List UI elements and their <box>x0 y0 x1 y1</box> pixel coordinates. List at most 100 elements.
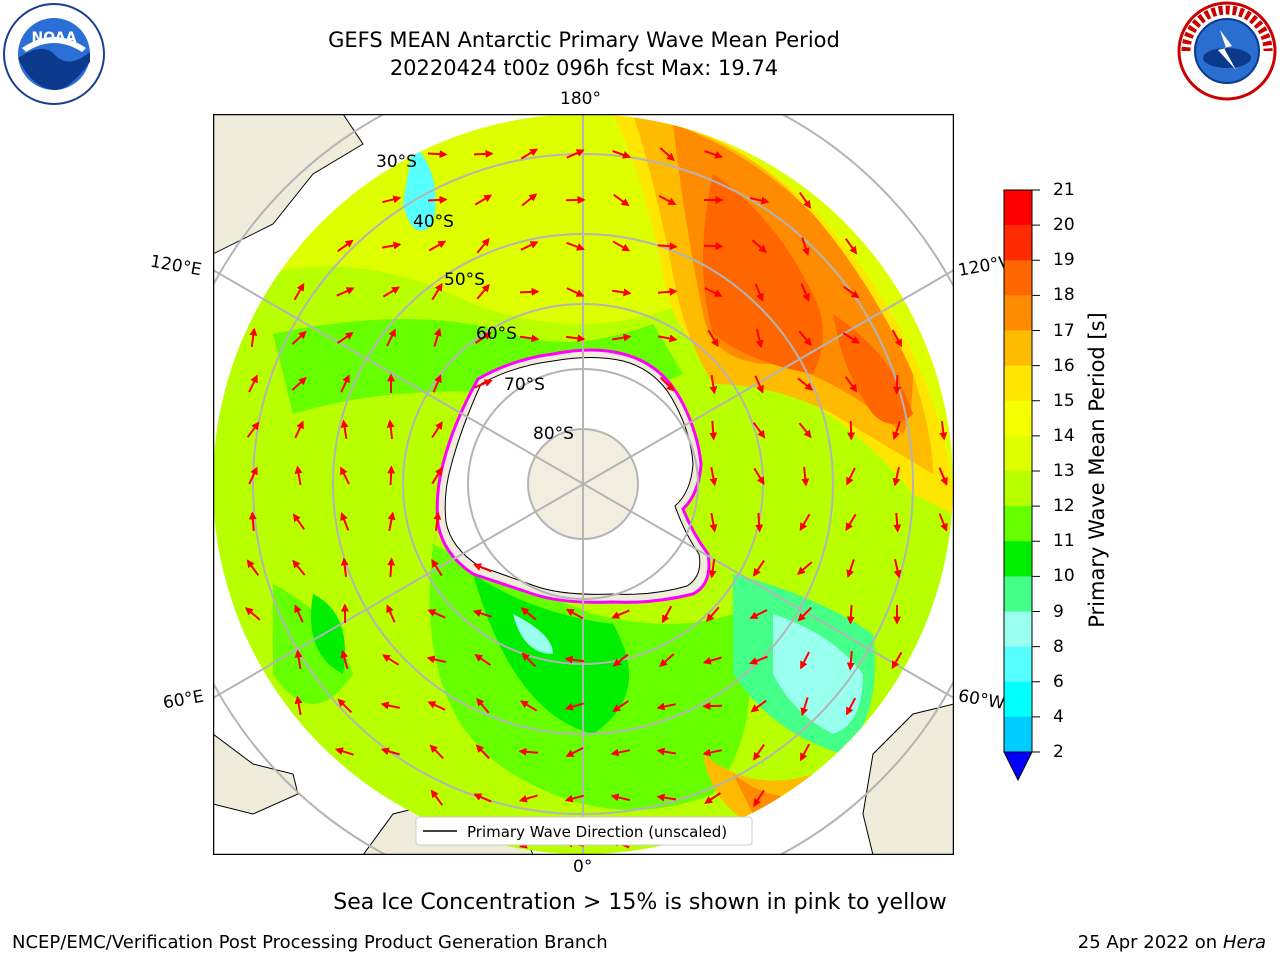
wave-direction-arrow <box>336 287 355 297</box>
wave-direction-arrow <box>800 697 809 717</box>
wave-direction-arrow <box>431 559 443 577</box>
wave-direction-arrow <box>474 332 492 344</box>
wave-direction-arrow <box>613 193 630 207</box>
wave-direction-arrow <box>754 375 764 394</box>
wave-direction-arrow <box>657 242 678 251</box>
wave-direction-arrow <box>386 328 396 347</box>
wave-direction-arrow <box>427 609 446 619</box>
wave-direction-arrow <box>244 607 261 621</box>
wave-direction-arrow <box>387 557 396 578</box>
wave-direction-arrow <box>755 512 764 533</box>
wave-direction-arrow <box>386 604 396 623</box>
wave-direction-arrow <box>844 238 858 255</box>
wave-direction-arrow <box>796 561 813 575</box>
wave-direction-arrow <box>755 329 764 349</box>
wave-direction-arrow <box>387 511 396 532</box>
wave-direction-arrow <box>800 651 810 670</box>
wave-direction-arrow <box>473 793 492 803</box>
wave-direction-arrow <box>246 421 260 438</box>
colorbar-band <box>1004 471 1032 507</box>
colorbar-band <box>1004 716 1032 753</box>
wave-direction-arrow <box>476 237 490 254</box>
wave-direction-arrow <box>476 697 490 714</box>
colorbar-band <box>1004 611 1032 648</box>
wave-direction-arrow <box>334 747 354 756</box>
footer-date: 25 Apr 2022 on Hera <box>1078 932 1266 953</box>
wave-direction-arrow <box>939 420 948 441</box>
wave-direction-arrow <box>846 650 855 671</box>
wave-direction-arrow <box>294 465 303 486</box>
colorbar-band <box>1004 260 1032 296</box>
wave-direction-arrow <box>938 467 948 486</box>
wave-direction-arrow <box>845 513 857 532</box>
noaa-logo: NOAA <box>2 2 106 110</box>
wave-direction-arrow <box>657 287 678 296</box>
wave-direction-arrow <box>846 467 856 486</box>
colorbar-tick-label: 11 <box>1053 531 1075 552</box>
wave-direction-arrow <box>709 512 718 533</box>
colorbar-tick-label: 10 <box>1053 566 1075 587</box>
wave-direction-arrow <box>340 649 349 669</box>
colorbar-tick-label: 20 <box>1053 215 1075 236</box>
wave-direction-arrow <box>521 652 537 668</box>
wave-direction-arrow <box>472 609 492 618</box>
wave-direction-arrow <box>704 150 724 159</box>
direction-legend: Primary Wave Direction (unscaled) <box>415 816 753 846</box>
wave-direction-arrow <box>753 789 765 807</box>
wave-direction-arrow <box>433 327 442 347</box>
wave-direction-arrow <box>337 331 354 344</box>
colorbar-band <box>1004 365 1032 402</box>
wave-direction-arrow <box>709 420 718 441</box>
colorbar-tick-label: 21 <box>1053 180 1075 200</box>
wave-direction-arrow <box>610 748 631 757</box>
colorbar-tick-label: 18 <box>1053 285 1075 306</box>
lon-label-0: 0° <box>573 857 593 877</box>
lon-label-60w: 60°W <box>956 686 1007 714</box>
wave-direction-arrow <box>801 466 810 487</box>
wave-direction-arrow <box>612 240 631 252</box>
colorbar-tick-label: 16 <box>1053 355 1075 376</box>
colorbar-tick-label: 4 <box>1053 706 1064 727</box>
wave-direction-arrow <box>520 148 539 160</box>
wave-direction-arrow <box>521 193 538 207</box>
wave-direction-arrow <box>565 608 584 620</box>
wave-direction-arrow <box>893 512 902 533</box>
colorbar-tick-label: 19 <box>1053 250 1075 271</box>
wave-direction-arrow <box>846 604 855 625</box>
wave-direction-arrow <box>248 511 257 532</box>
wave-direction-arrow <box>474 653 491 666</box>
colorbar-band <box>1004 295 1032 331</box>
wave-direction-arrow <box>566 287 585 297</box>
lon-label-180: 180° <box>560 89 601 109</box>
wave-direction-arrow <box>659 147 675 162</box>
wave-direction-arrow <box>520 607 537 621</box>
chart-subtitle: 20220424 t00z 096h fcst Max: 19.74 <box>389 56 779 80</box>
chart-title: GEFS MEAN Antarctic Primary Wave Mean Pe… <box>328 28 840 52</box>
wave-direction-arrow <box>842 332 860 344</box>
wave-direction-arrow <box>292 513 306 530</box>
wave-direction-arrow <box>611 609 630 619</box>
wave-direction-arrow <box>519 287 540 296</box>
wave-direction-arrow <box>520 241 539 251</box>
wave-direction-arrow <box>249 327 258 348</box>
wave-direction-arrow <box>473 563 492 573</box>
wave-direction-arrow <box>798 192 812 209</box>
wave-direction-arrow <box>387 465 396 486</box>
wave-direction-arrow <box>246 559 260 576</box>
wave-direction-arrow <box>564 655 585 664</box>
wave-direction-arrow <box>706 606 720 623</box>
lon-label-60e: 60°E <box>161 686 206 714</box>
wave-direction-arrows <box>244 147 948 849</box>
colorbar-tick-label: 17 <box>1053 320 1075 341</box>
wave-direction-arrow <box>847 420 856 441</box>
wave-direction-arrow <box>427 195 448 204</box>
colorbar-band <box>1004 190 1032 226</box>
colorbar-under-triangle <box>1003 751 1033 782</box>
wave-direction-arrow <box>340 557 349 578</box>
wave-direction-arrow <box>426 655 447 664</box>
wave-direction-arrow <box>749 655 768 665</box>
colorbar-tick-label: 12 <box>1053 496 1075 517</box>
wave-direction-arrow <box>661 605 673 624</box>
colorbar-band <box>1004 506 1032 542</box>
wave-direction-arrow <box>612 150 632 159</box>
